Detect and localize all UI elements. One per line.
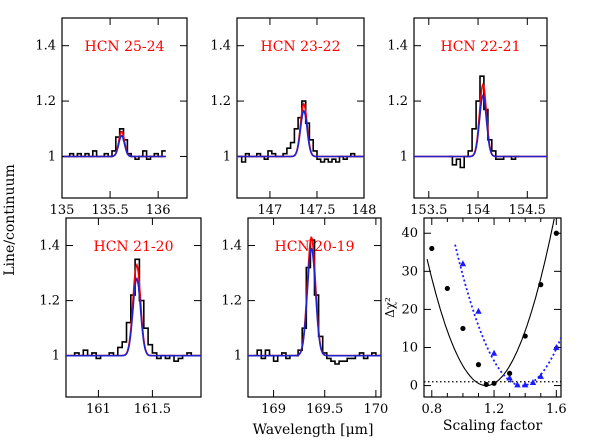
plot-frame [65, 217, 202, 398]
chi2-point-triangle [459, 260, 467, 267]
x-tick-label: 0.8 [421, 402, 442, 417]
x-tick-label: 154.5 [509, 203, 546, 218]
line-title: HCN 22-21 [441, 39, 521, 55]
plot-frame [236, 17, 365, 199]
panel-4: 161 161.5 1 1.2 1.4 HCN 21-20 [39, 217, 202, 417]
model-fit-blue [63, 134, 166, 158]
panel-6: 0.8 1.2 1.6 0 10 20 30 40 Δχ² Scaling factor [383, 217, 567, 434]
observed-spectrum [62, 128, 166, 160]
chi2-point-triangle [506, 374, 513, 381]
y-tick-label: 1.2 [35, 94, 56, 109]
model-fit-blue [248, 246, 381, 357]
plot-frame [61, 17, 188, 199]
panel-3: 153.5 154 154.5 1 1.2 1.4 HCN 22-21 [387, 17, 548, 218]
model-fit-blue [237, 109, 364, 158]
chi2-point-triangle [529, 379, 537, 386]
chi2-point-circle [444, 285, 450, 292]
y-tick-label: 1.4 [221, 239, 242, 254]
chi2-point-circle [483, 381, 489, 388]
x-tick-label: 170 [363, 402, 388, 417]
plot-frame [423, 217, 562, 398]
y-tick-label: 1.2 [387, 94, 408, 109]
x-tick-label: 1.6 [546, 402, 567, 417]
y-tick-label: 1.2 [221, 294, 242, 309]
y-axis-label: Line/continuum [2, 164, 18, 276]
y-tick-label: 1 [223, 149, 231, 164]
chi2-point-circle [475, 362, 482, 368]
chi2-point-circle [491, 380, 497, 386]
panel-5: 169 169.5 170 1 1.2 1.4 HCN 20-19 [221, 217, 388, 417]
chi2-point-triangle [521, 381, 529, 388]
chi2-x-label: Scaling factor [443, 418, 543, 434]
chi2-point-circle [507, 370, 513, 376]
x-tick-label: 153.5 [410, 203, 447, 218]
x-tick-label: 147 [258, 203, 283, 218]
line-title: HCN 21-20 [94, 239, 174, 255]
y-tick-label: 1 [52, 349, 60, 364]
panel-2: 147 147.5 148 1 1.2 1.4 HCN 23-22 [210, 17, 377, 218]
x-tick-label: 147.5 [298, 203, 335, 218]
x-tick-label: 154 [466, 203, 491, 218]
line-title: HCN 20-19 [275, 239, 355, 255]
model-fit-blue [414, 93, 547, 158]
x-tick-label: 135.5 [91, 203, 128, 218]
line-title: HCN 23-22 [261, 39, 341, 55]
x-tick-label: 161.5 [134, 402, 171, 417]
y-tick-label: 1 [48, 149, 56, 164]
y-tick-label: 0 [410, 379, 418, 394]
y-tick-label: 1.4 [39, 239, 60, 254]
chi2-point-triangle [537, 372, 544, 379]
chi2-point-circle [553, 230, 559, 236]
y-tick-label: 20 [401, 302, 418, 317]
chi2-y-label: Δχ² [383, 297, 397, 318]
plot-frame [413, 17, 548, 199]
x-tick-label: 148 [352, 203, 377, 218]
model-fit-blue [66, 276, 201, 357]
x-tick-label: 161 [86, 402, 111, 417]
line-title: HCN 25-24 [85, 39, 165, 55]
y-tick-label: 1.4 [210, 39, 231, 54]
y-tick-label: 1.2 [210, 94, 231, 109]
x-tick-label: 169 [261, 402, 286, 417]
chi2-point-triangle [514, 381, 521, 388]
y-tick-label: 1.2 [39, 294, 60, 309]
panel-1: 135 135.5 136 1 1.2 1.4 HCN 25-24 [35, 17, 188, 218]
chi2-point-triangle [475, 307, 482, 314]
y-tick-label: 1 [400, 149, 408, 164]
chi2-point-triangle [490, 349, 498, 356]
y-tick-label: 1.4 [35, 39, 56, 54]
chi2-point-circle [429, 245, 435, 252]
y-tick-label: 30 [401, 264, 418, 279]
y-tick-label: 1.4 [387, 39, 408, 54]
x-tick-label: 136 [146, 203, 171, 218]
chi2-point-circle [522, 333, 528, 339]
x-tick-label: 1.2 [484, 402, 505, 417]
x-tick-label: 135 [50, 203, 75, 218]
observed-spectrum [253, 239, 380, 365]
chi2-curve-solid [426, 218, 555, 387]
y-tick-label: 1 [234, 349, 242, 364]
x-tick-label: 169.5 [306, 402, 343, 417]
plot-frame [247, 217, 382, 398]
chi2-point-circle [460, 325, 466, 332]
y-tick-label: 10 [401, 340, 418, 355]
x-axis-label: Wavelength [μm] [253, 422, 374, 438]
chi2-point-triangle [553, 343, 560, 350]
y-tick-label: 40 [401, 226, 418, 241]
chi2-point-circle [538, 282, 544, 288]
